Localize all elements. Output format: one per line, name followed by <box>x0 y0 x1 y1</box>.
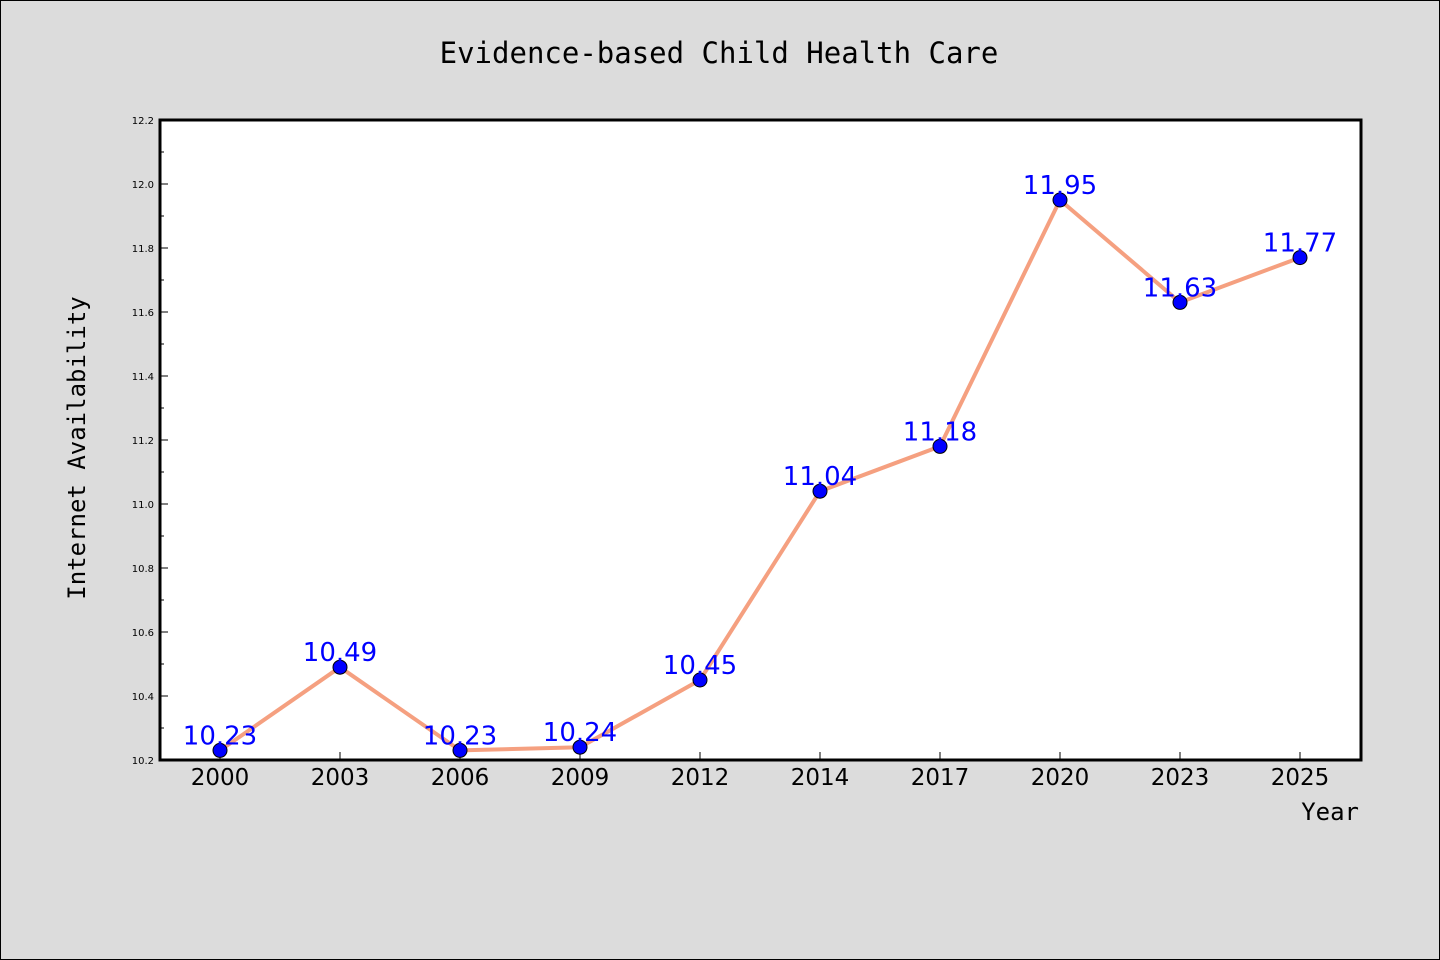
x-tick-label: 2014 <box>791 765 850 791</box>
x-tick-label: 2000 <box>191 765 250 791</box>
plot-area <box>158 118 1363 762</box>
y-tick-label: 12.2 <box>132 116 154 127</box>
data-point <box>932 438 948 454</box>
data-label-layer: 10.23 10.49 10.23 10.24 10.45 11.04 11.18 11.95… <box>183 171 1337 751</box>
data-point <box>1292 250 1308 266</box>
y-tick-label: 11.6 <box>132 308 154 319</box>
x-tick-label: 2009 <box>551 765 610 791</box>
y-tick-label: 10.2 <box>132 756 154 767</box>
x-tick-label: 2025 <box>1271 765 1330 791</box>
data-label: 10.49 <box>303 638 377 668</box>
data-label: 10.24 <box>543 718 617 748</box>
y-axis: 10.2 10.4 10.6 10.8 11.0 11.2 11.4 11.6 11.8 12.0… <box>132 116 168 767</box>
data-point <box>1052 192 1068 208</box>
y-tick-label: 11.4 <box>132 372 154 383</box>
data-label: 10.23 <box>423 721 497 751</box>
y-tick-label: 10.4 <box>132 692 154 703</box>
data-label: 10.23 <box>183 721 257 751</box>
y-tick-label: 11.8 <box>132 244 154 255</box>
series-line <box>218 198 1302 753</box>
data-point <box>572 739 588 755</box>
y-axis-title: Internet Availability <box>63 296 91 599</box>
data-label: 10.45 <box>663 651 737 681</box>
data-point <box>212 742 228 758</box>
x-axis: 2000 2003 2006 2009 2012 2014 2017 2020 2023 2025 <box>191 752 1330 791</box>
x-tick-label: 2006 <box>431 765 490 791</box>
data-label: 11.04 <box>783 462 857 492</box>
x-tick-label: 2020 <box>1031 765 1090 791</box>
data-point <box>812 483 828 499</box>
x-tick-label: 2017 <box>911 765 970 791</box>
marker-layer <box>212 192 1308 758</box>
data-point <box>452 742 468 758</box>
data-point <box>332 659 348 675</box>
y-tick-label: 11.0 <box>132 500 154 511</box>
data-point <box>1172 294 1188 310</box>
x-tick-label: 2023 <box>1151 765 1210 791</box>
data-label: 11.95 <box>1023 171 1097 201</box>
data-point <box>692 672 708 688</box>
x-tick-label: 2012 <box>671 765 730 791</box>
y-tick-label: 12.0 <box>132 180 154 191</box>
chart-title: Evidence-based Child Health Care <box>440 36 999 70</box>
data-label: 11.63 <box>1143 273 1217 303</box>
y-tick-label: 10.8 <box>132 564 154 575</box>
data-label: 11.77 <box>1263 229 1337 259</box>
y-tick-label: 11.2 <box>132 436 154 447</box>
x-axis-title: Year <box>1301 798 1359 826</box>
data-label: 11.18 <box>903 417 977 447</box>
x-tick-label: 2003 <box>311 765 370 791</box>
series-layer <box>218 198 1302 753</box>
y-tick-label: 10.6 <box>132 628 154 639</box>
